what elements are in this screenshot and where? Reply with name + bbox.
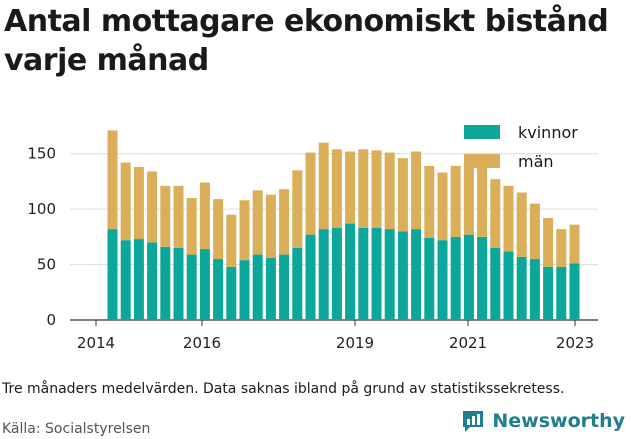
y-tick-label: 150 (27, 145, 56, 163)
chart-title: Antal mottagare ekonomiskt bistånd varje… (4, 4, 609, 78)
bar-kvinnor (292, 247, 303, 320)
bar-man (437, 172, 448, 241)
legend-item-man: män (464, 149, 578, 173)
bar-kvinnor (450, 236, 461, 320)
y-tick-label: 50 (37, 256, 56, 274)
bar-kvinnor (503, 251, 514, 320)
bar-kvinnor (226, 266, 237, 320)
bar-man (199, 182, 210, 250)
legend-item-kvinnor: kvinnor (464, 120, 578, 144)
bar-man (543, 218, 554, 267)
bar-man (529, 203, 540, 260)
bar-man (345, 151, 356, 224)
bar-kvinnor (358, 227, 369, 320)
y-tick-label: 100 (27, 200, 56, 218)
bar-kvinnor (199, 249, 210, 320)
bar-man (477, 165, 488, 237)
bar-man (490, 179, 501, 248)
bar-kvinnor (556, 266, 567, 320)
bar-man (318, 142, 329, 230)
bar-man (516, 192, 527, 257)
bar-man (424, 165, 435, 238)
bar-man (292, 170, 303, 248)
legend-swatch-kvinnor (464, 125, 500, 139)
bar-kvinnor (345, 223, 356, 320)
bar-kvinnor (186, 254, 197, 320)
legend-label-man: män (518, 151, 554, 171)
bar-kvinnor (173, 247, 184, 320)
bar-kvinnor (305, 234, 316, 320)
bar-man (173, 185, 184, 248)
bar-kvinnor (516, 256, 527, 320)
bar-kvinnor (160, 246, 171, 320)
bar-kvinnor (569, 263, 580, 320)
bars (107, 130, 580, 320)
bar-man (107, 130, 118, 230)
bar-man (186, 198, 197, 255)
bar-kvinnor (213, 259, 224, 320)
bar-kvinnor (371, 227, 382, 320)
bar-man (147, 171, 158, 243)
bar-man (239, 200, 250, 261)
brand-name: Newsworthy (492, 410, 625, 432)
bar-kvinnor (239, 260, 250, 320)
bar-kvinnor (120, 240, 131, 320)
brand-logo[interactable]: Newsworthy (460, 408, 625, 434)
bar-man (252, 190, 263, 255)
bar-kvinnor (252, 254, 263, 320)
x-tick-label: 2023 (556, 334, 594, 352)
source-text: Källa: Socialstyrelsen (2, 421, 151, 437)
bar-man (160, 185, 171, 247)
bar-kvinnor (463, 234, 474, 320)
bar-kvinnor (147, 242, 158, 320)
bar-man (305, 152, 316, 235)
legend: kvinnor män (464, 120, 578, 178)
bar-man (133, 167, 144, 240)
legend-swatch-man (464, 154, 500, 168)
x-tick-label: 2014 (77, 334, 115, 352)
bar-kvinnor (397, 231, 408, 320)
bar-man (397, 158, 408, 232)
bar-kvinnor (107, 229, 118, 320)
x-tick-label: 2021 (449, 334, 487, 352)
bar-man (556, 229, 567, 267)
bar-kvinnor (424, 237, 435, 320)
bar-kvinnor (384, 229, 395, 320)
bar-man (120, 162, 131, 241)
legend-label-kvinnor: kvinnor (518, 122, 578, 142)
bar-kvinnor (543, 266, 554, 320)
bar-man (503, 185, 514, 252)
bar-man (371, 150, 382, 228)
bar-man (358, 149, 369, 228)
bar-kvinnor (437, 240, 448, 320)
bar-kvinnor (477, 236, 488, 320)
newsworthy-logo-icon (463, 411, 484, 432)
y-axis: 0 50 100 150 (27, 145, 56, 329)
bar-man (331, 149, 342, 228)
bar-kvinnor (490, 247, 501, 320)
bar-man (384, 152, 395, 230)
bar-kvinnor (279, 254, 290, 320)
bar-man (569, 224, 580, 264)
x-axis: 2014 2016 2019 2021 2023 (77, 320, 594, 352)
bar-kvinnor (265, 257, 276, 320)
bar-kvinnor (411, 229, 422, 320)
x-tick-label: 2019 (336, 334, 374, 352)
y-tick-label: 0 (46, 311, 56, 329)
bar-kvinnor (318, 229, 329, 320)
bar-man (226, 214, 237, 267)
bar-man (279, 189, 290, 255)
bar-man (265, 194, 276, 258)
bar-man (411, 151, 422, 230)
bar-man (463, 163, 474, 235)
x-tick-label: 2016 (183, 334, 221, 352)
bar-man (450, 165, 461, 237)
footnote: Tre månaders medelvärden. Data saknas ib… (2, 381, 565, 397)
bar-kvinnor (133, 239, 144, 320)
bar-kvinnor (529, 259, 540, 320)
bar-man (213, 199, 224, 260)
bar-kvinnor (331, 227, 342, 320)
